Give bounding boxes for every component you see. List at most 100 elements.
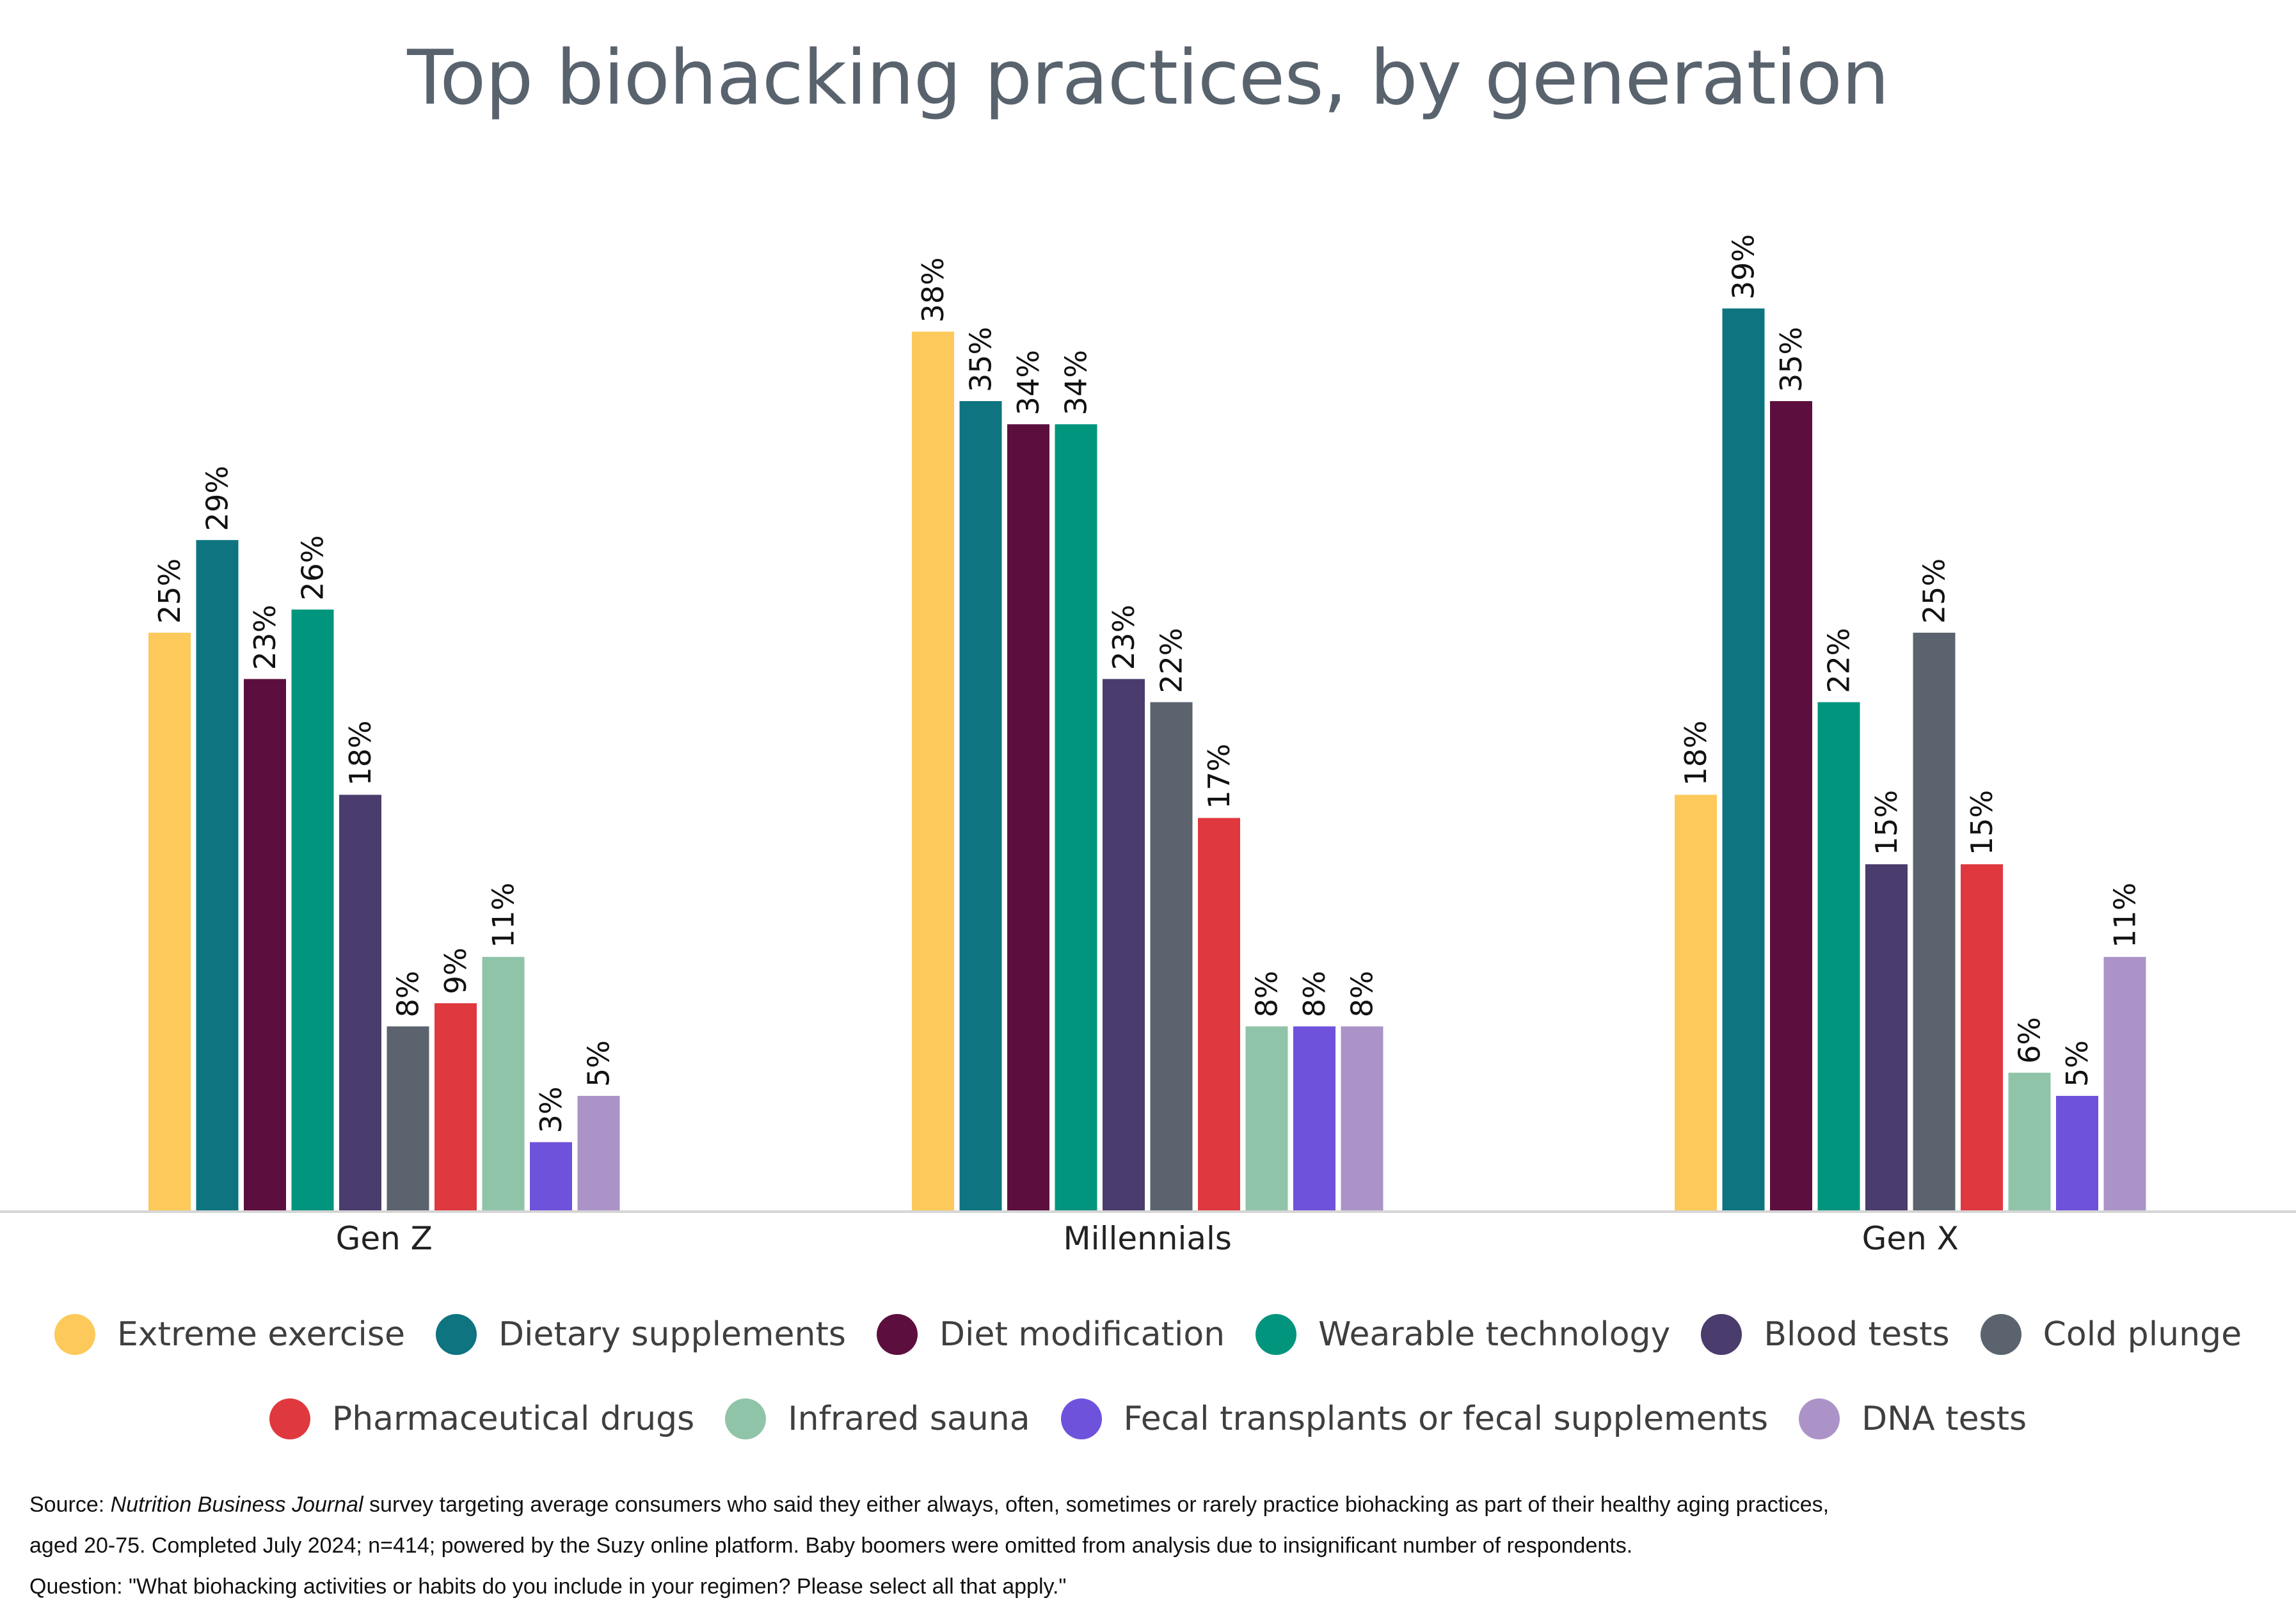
legend-row-1: Extreme exercise Dietary supplements Diet …: [0, 1311, 2296, 1358]
legend-label: Blood tests: [1764, 1315, 1950, 1354]
bar-value-label: 11%: [2108, 883, 2142, 948]
legend-label: Diet modification: [939, 1315, 1225, 1354]
bar-value-label: 15%: [1965, 790, 1999, 855]
chart-title: Top biohacking practices, by generation: [407, 33, 1889, 122]
bar-fecal-transplants-or-fecal-supplements-millennials: [1293, 1026, 1335, 1212]
bar-value-label: 25%: [1917, 558, 1952, 624]
bar-value-label: 39%: [1726, 234, 1761, 299]
bar-chart: 25% 29% 23% 26% 18% 8% 9% 11% 3% 5% 38% 35% 34% 34% 23…: [0, 234, 2296, 1257]
bar-value-label: 29%: [200, 466, 235, 531]
legend-item-dna-tests: DNA tests: [1799, 1398, 2027, 1439]
legend-label: Cold plunge: [2043, 1315, 2242, 1354]
bar-pharmaceutical-drugs-gen-z: [434, 1003, 477, 1212]
category-label-gen-z: Gen Z: [336, 1220, 433, 1257]
bar-dietary-supplements-gen-x: [1722, 308, 1765, 1212]
bar-dna-tests-gen-z: [577, 1096, 620, 1212]
legend-item-dietary-supplements: Dietary supplements: [435, 1314, 846, 1355]
bar-pharmaceutical-drugs-millennials: [1198, 818, 1240, 1212]
legend-swatch: [876, 1314, 918, 1355]
legend-swatch: [435, 1314, 477, 1355]
bar-value-label: 5%: [2060, 1040, 2094, 1087]
legend-label: Infrared sauna: [788, 1400, 1030, 1438]
legend-swatch: [1060, 1398, 1102, 1439]
legend-row-2: Pharmaceutical drugs Infrared sauna Fecal …: [0, 1396, 2296, 1442]
bar-value-label: 18%: [1678, 720, 1713, 786]
legend-swatch: [1980, 1314, 2021, 1355]
bar-value-label: 23%: [1106, 605, 1141, 670]
bar-value-label: 22%: [1154, 628, 1189, 693]
bar-value-label: 34%: [1011, 350, 1046, 415]
source-line1-rest: survey targeting average consumers who s…: [363, 1492, 1830, 1517]
legend-swatch: [269, 1398, 310, 1439]
category-label-gen-x: Gen X: [1862, 1220, 1959, 1257]
bar-dna-tests-gen-x: [2103, 956, 2146, 1212]
bar-wearable-technology-millennials: [1055, 424, 1097, 1212]
legend-label: Fecal transplants or fecal supplements: [1123, 1400, 1769, 1438]
bar-extreme-exercise-millennials: [912, 331, 954, 1212]
bar-value-label: 35%: [964, 327, 998, 392]
bar-value-label: 3%: [534, 1086, 568, 1133]
bar-blood-tests-gen-x: [1865, 864, 1908, 1212]
bar-wearable-technology-gen-z: [291, 609, 334, 1212]
legend-label: Dietary supplements: [498, 1315, 846, 1354]
bar-value-label: 11%: [486, 883, 521, 948]
legend-swatch: [54, 1314, 95, 1355]
source-publication: Nutrition Business Journal: [110, 1492, 363, 1517]
labels-group: 25% 29% 23% 26% 18% 8% 9% 11% 3% 5% 38% 35% 34% 34% 23…: [152, 234, 2142, 1133]
bar-infrared-sauna-gen-z: [482, 956, 525, 1212]
source-line-1: Source: Nutrition Business Journal surve…: [29, 1484, 2269, 1525]
bar-value-label: 8%: [1297, 970, 1332, 1017]
legend-label: Pharmaceutical drugs: [331, 1400, 695, 1438]
bar-value-label: 25%: [152, 558, 187, 624]
bar-value-label: 8%: [391, 970, 426, 1017]
legend-item-wearable-technology: Wearable technology: [1256, 1314, 1670, 1355]
legend-item-cold-plunge: Cold plunge: [1980, 1314, 2242, 1355]
bar-value-label: 6%: [2013, 1017, 2047, 1064]
bar-value-label: 26%: [296, 535, 330, 601]
bar-value-label: 35%: [1774, 327, 1808, 392]
bar-value-label: 8%: [1345, 970, 1380, 1017]
category-label-millennials: Millennials: [1064, 1220, 1232, 1257]
legend-swatch: [1256, 1314, 1297, 1355]
bar-dna-tests-millennials: [1341, 1026, 1383, 1212]
source-question: Question: "What biohacking activities or…: [29, 1574, 1067, 1599]
legend-swatch: [1701, 1314, 1742, 1355]
bar-value-label: 18%: [343, 720, 378, 786]
legend-item-diet-modification: Diet modification: [876, 1314, 1225, 1355]
bar-dietary-supplements-gen-z: [196, 540, 239, 1212]
bar-diet-modification-gen-x: [1770, 401, 1812, 1212]
bar-value-label: 15%: [1869, 790, 1904, 855]
legend-item-pharmaceutical-drugs: Pharmaceutical drugs: [269, 1398, 694, 1439]
legend: Extreme exercise Dietary supplements Diet …: [0, 1311, 2296, 1480]
source-line-2: aged 20-75. Completed July 2024; n=414; …: [29, 1533, 1633, 1558]
bar-blood-tests-gen-z: [339, 795, 381, 1212]
bar-blood-tests-millennials: [1103, 679, 1145, 1212]
bar-fecal-transplants-or-fecal-supplements-gen-x: [2056, 1096, 2098, 1212]
bar-value-label: 8%: [1250, 970, 1284, 1017]
bar-diet-modification-millennials: [1007, 424, 1049, 1212]
bar-wearable-technology-gen-x: [1817, 702, 1860, 1212]
source-note: Source: Nutrition Business Journal surve…: [29, 1484, 2269, 1607]
source-prefix: Source:: [29, 1492, 111, 1517]
legend-label: Wearable technology: [1318, 1315, 1671, 1354]
bar-infrared-sauna-gen-x: [2008, 1072, 2051, 1212]
bar-pharmaceutical-drugs-gen-x: [1961, 864, 2003, 1212]
legend-item-infrared-sauna: Infrared sauna: [725, 1398, 1030, 1439]
legend-label: Extreme exercise: [116, 1315, 405, 1354]
bar-value-label: 5%: [582, 1040, 616, 1087]
bar-value-label: 22%: [1822, 628, 1856, 693]
bar-fecal-transplants-or-fecal-supplements-gen-z: [530, 1142, 572, 1212]
category-labels: Gen Z Millennials Gen X: [336, 1220, 1959, 1257]
legend-swatch: [725, 1398, 767, 1439]
bar-value-label: 9%: [438, 947, 473, 994]
bar-infrared-sauna-millennials: [1245, 1026, 1288, 1212]
bar-cold-plunge-millennials: [1150, 702, 1193, 1212]
bar-extreme-exercise-gen-x: [1675, 795, 1717, 1212]
bar-extreme-exercise-gen-z: [148, 633, 191, 1212]
bar-cold-plunge-gen-x: [1913, 633, 1956, 1212]
legend-label: DNA tests: [1862, 1400, 2027, 1438]
bars-group: [148, 308, 2146, 1212]
bar-value-label: 17%: [1202, 743, 1236, 809]
legend-item-fecal-transplants-or-fecal-supplements: Fecal transplants or fecal supplements: [1060, 1398, 1769, 1439]
legend-item-extreme-exercise: Extreme exercise: [54, 1314, 405, 1355]
